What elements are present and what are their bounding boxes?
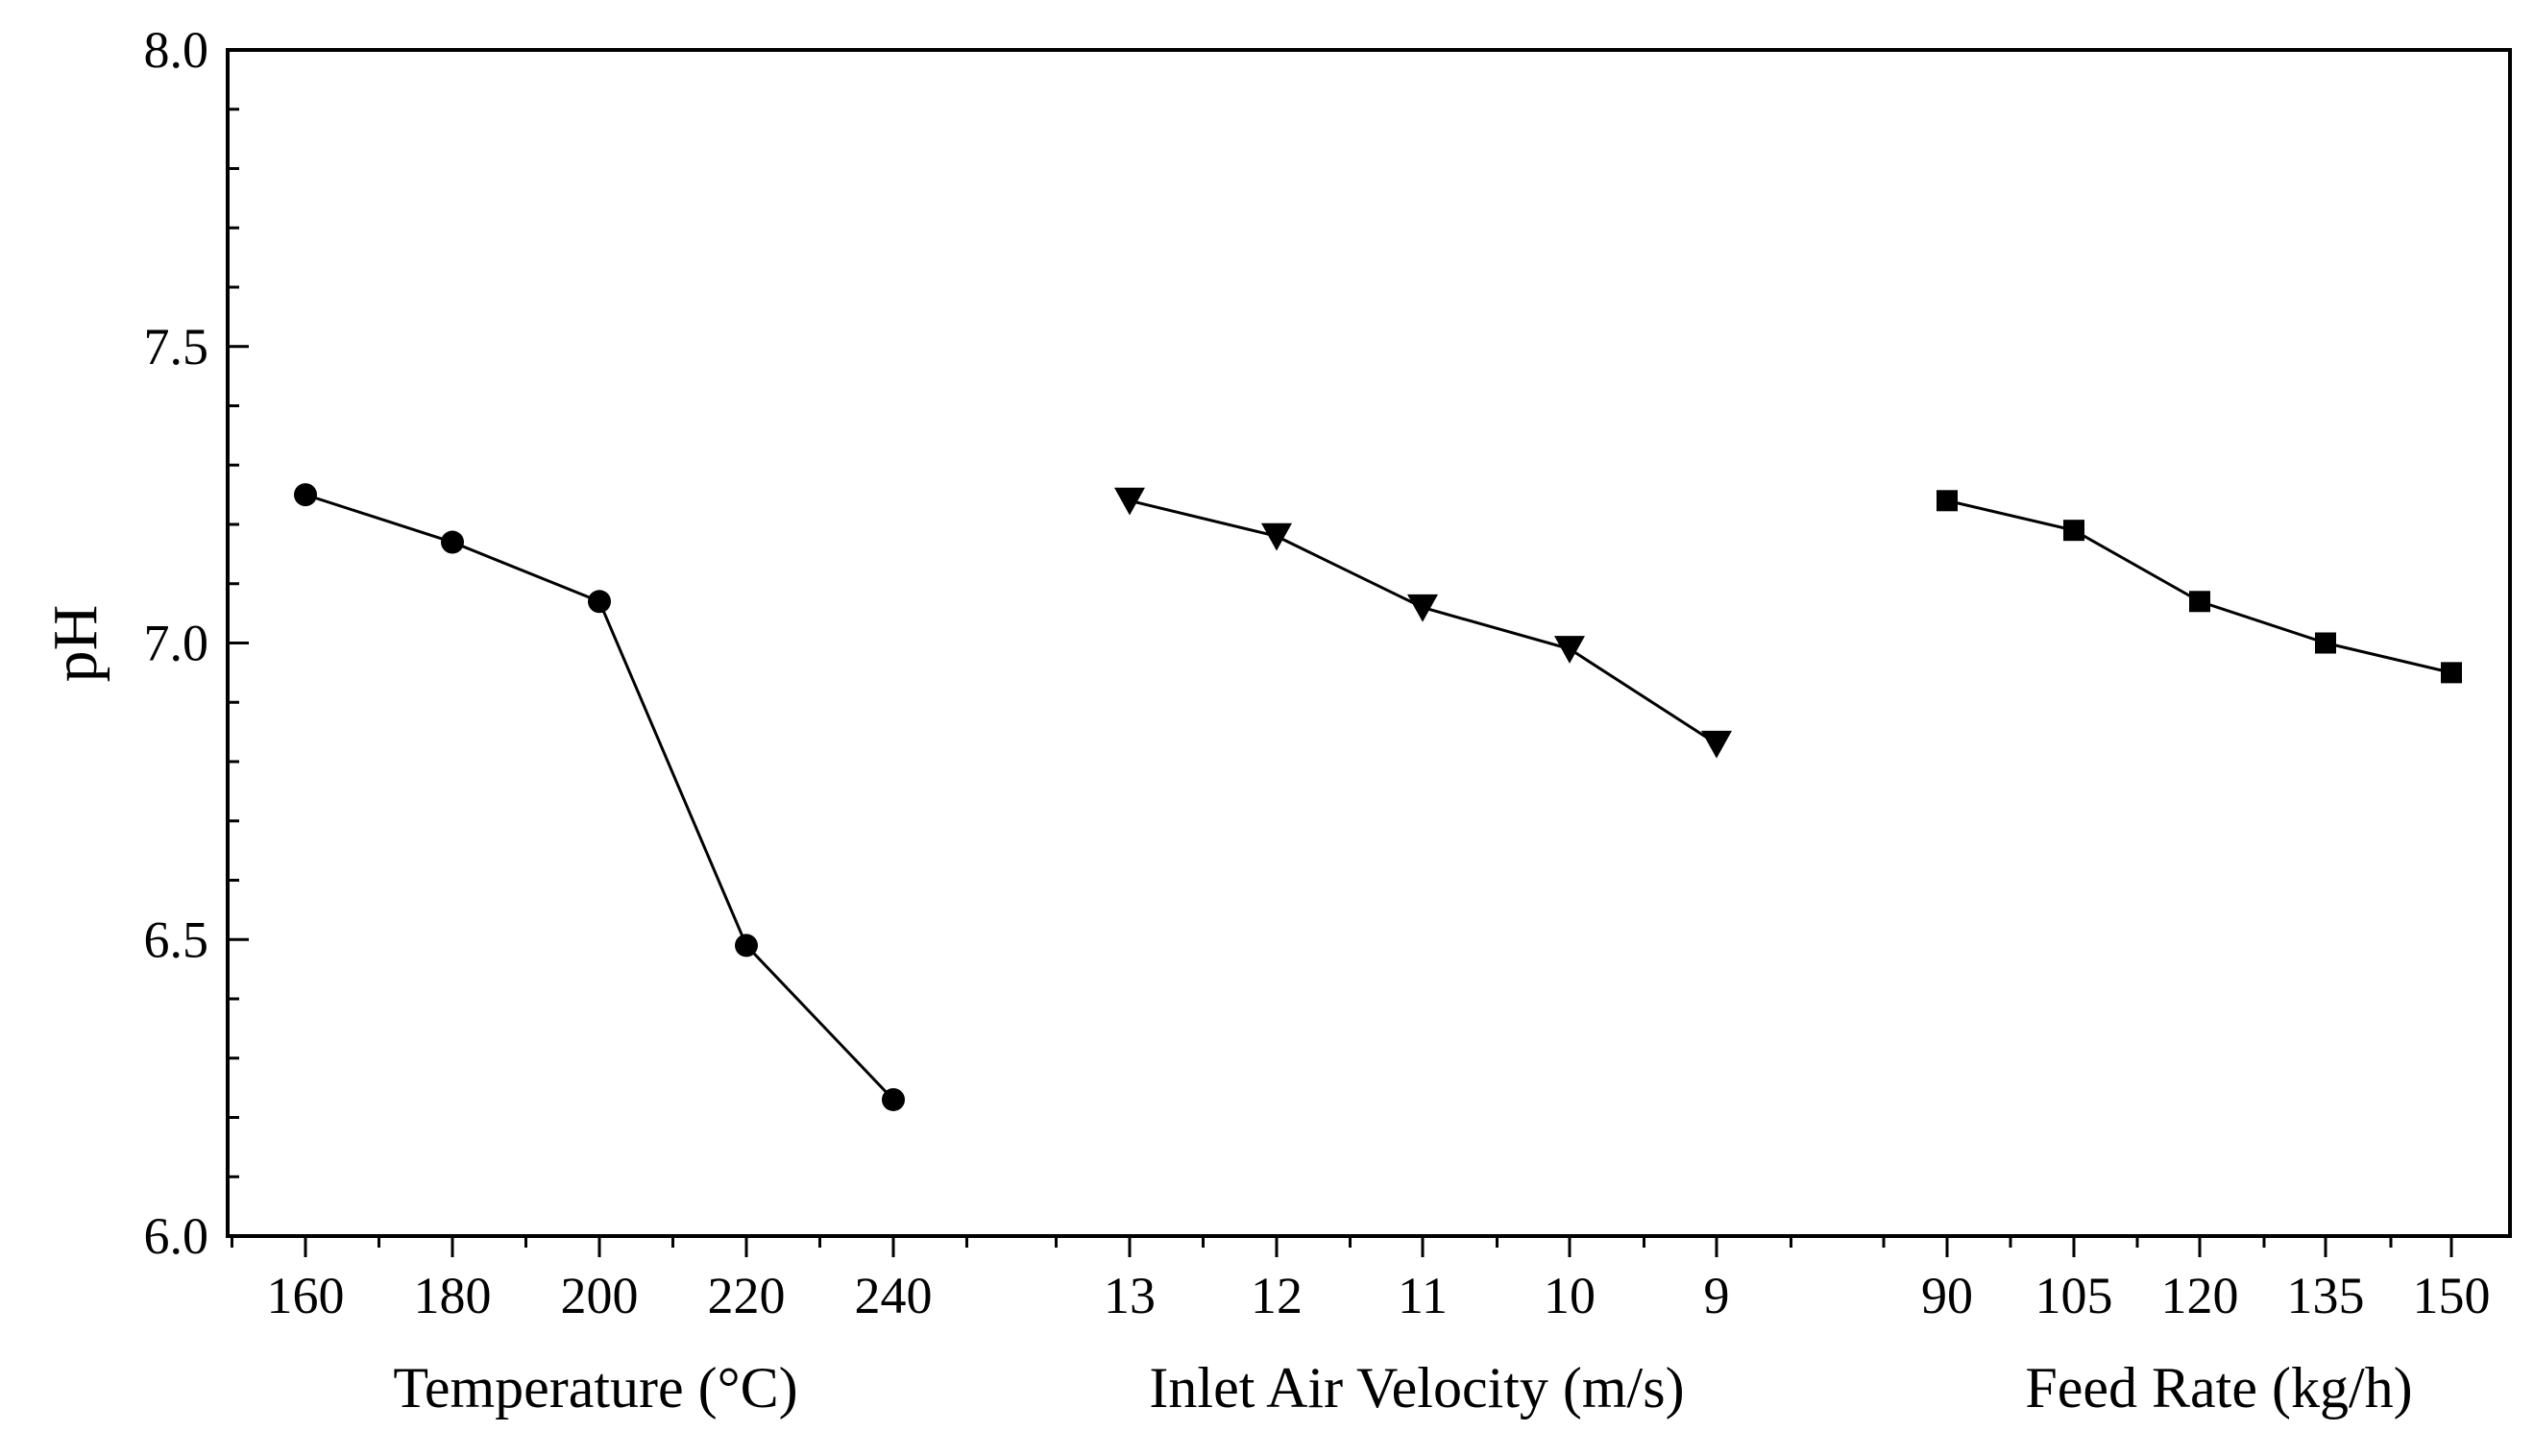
x-tick-label-temperature: 160 <box>267 1267 345 1324</box>
x-axes: 160 180 200 220 240 Temperature (°C) 13 12 11 10 9… <box>231 1236 2491 1420</box>
series-line-temperature <box>305 493 895 1102</box>
data-point-circle <box>735 934 758 958</box>
x-tick-label-inlet-air-velocity: 12 <box>1251 1267 1303 1324</box>
data-point-circle <box>441 530 464 554</box>
series-inlet-air-velocity <box>1114 487 1732 759</box>
data-point-triangle <box>1261 522 1292 551</box>
data-point-triangle <box>1554 636 1585 664</box>
x-tick-label-temperature: 240 <box>855 1267 933 1324</box>
x-tick-label-feed-rate: 135 <box>2287 1267 2365 1324</box>
data-point-circle <box>588 590 611 614</box>
series-group <box>294 483 2462 1111</box>
x-tick-label-feed-rate: 90 <box>1921 1267 1973 1324</box>
plot-frame <box>226 48 2512 1238</box>
y-axis: 6.0 6.5 7.0 7.5 8.0 <box>144 21 249 1265</box>
series-temperature <box>294 483 905 1111</box>
x-tick-label-inlet-air-velocity: 9 <box>1704 1267 1730 1324</box>
series-line-inlet-air-velocity <box>1129 498 1718 745</box>
data-point-square <box>2315 632 2336 654</box>
x-tick-label-temperature: 200 <box>561 1267 639 1324</box>
series-feed-rate <box>1937 490 2462 684</box>
x-tick-label-feed-rate: 120 <box>2161 1267 2239 1324</box>
x-tick-label-inlet-air-velocity: 13 <box>1104 1267 1156 1324</box>
x-tick-label-temperature: 180 <box>414 1267 492 1324</box>
y-tick-label: 7.5 <box>144 318 209 376</box>
x-tick-label-inlet-air-velocity: 10 <box>1544 1267 1596 1324</box>
data-point-square <box>2189 591 2210 613</box>
x-axis-title-feed-rate: Feed Rate (kg/h) <box>2025 1356 2412 1420</box>
series-line-feed-rate <box>1946 498 2452 674</box>
data-point-square <box>2441 662 2462 684</box>
x-tick-label-feed-rate: 150 <box>2413 1267 2491 1324</box>
data-point-circle <box>882 1087 905 1111</box>
data-point-square <box>2063 520 2084 542</box>
x-tick-label-temperature: 220 <box>708 1267 786 1324</box>
x-axis-title-inlet-air-velocity: Inlet Air Velocity (m/s) <box>1149 1356 1684 1420</box>
y-tick-label: 6.0 <box>144 1207 209 1265</box>
data-point-circle <box>294 483 317 507</box>
x-tick-label-feed-rate: 105 <box>2035 1267 2113 1324</box>
y-tick-label: 8.0 <box>144 21 209 79</box>
data-point-triangle <box>1114 487 1145 516</box>
y-tick-label: 7.0 <box>144 615 209 672</box>
data-point-triangle <box>1701 730 1732 759</box>
data-point-triangle <box>1407 594 1438 622</box>
y-axis-title: pH <box>40 605 110 683</box>
y-tick-label: 6.5 <box>144 910 209 968</box>
x-axis-title-temperature: Temperature (°C) <box>393 1356 797 1420</box>
data-point-square <box>1937 490 1958 512</box>
x-tick-label-inlet-air-velocity: 11 <box>1398 1267 1448 1324</box>
